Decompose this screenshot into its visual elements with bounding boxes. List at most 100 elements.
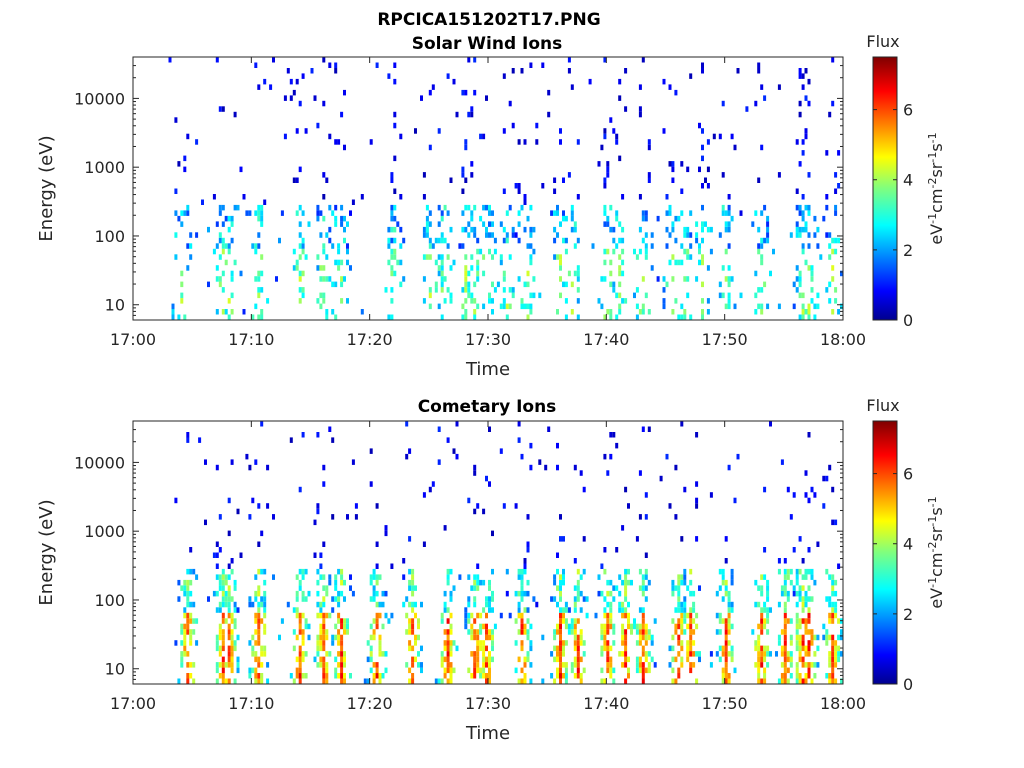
y-tick-label: 10 xyxy=(105,660,125,679)
flux-cell xyxy=(493,623,497,630)
flux-cell xyxy=(461,314,465,320)
flux-cell xyxy=(783,656,787,663)
flux-cell xyxy=(354,503,358,509)
flux-cell xyxy=(644,596,648,602)
flux-cell xyxy=(470,226,474,233)
flux-cell xyxy=(340,298,344,304)
flux-cell xyxy=(402,276,406,282)
flux-cell xyxy=(482,645,486,652)
flux-cell xyxy=(340,678,344,684)
flux-cell xyxy=(343,623,346,630)
flux-cell xyxy=(482,667,486,674)
flux-cell xyxy=(804,590,808,597)
flux-cell xyxy=(420,662,423,668)
flux-cell xyxy=(718,585,722,591)
flux-cell xyxy=(425,226,429,233)
flux-cell xyxy=(428,243,432,249)
flux-cell xyxy=(461,243,465,249)
flux-cell xyxy=(644,232,648,238)
flux-cell xyxy=(798,111,802,118)
flux-cell xyxy=(772,248,775,255)
flux-cell xyxy=(727,298,731,304)
flux-cell xyxy=(831,612,835,619)
flux-cell xyxy=(322,612,326,619)
flux-cell xyxy=(621,662,625,668)
flux-cell xyxy=(523,194,527,200)
flux-cell xyxy=(801,73,805,79)
flux-cell xyxy=(730,651,734,657)
flux-cell xyxy=(440,254,444,260)
flux-cell xyxy=(384,590,388,597)
colorbar-tick-label: 2 xyxy=(903,605,913,624)
flux-cell xyxy=(411,590,415,597)
flux-cell xyxy=(627,601,630,608)
colorbar-tick-label: 0 xyxy=(903,675,913,694)
flux-cell xyxy=(479,612,483,619)
flux-cell xyxy=(807,667,811,674)
flux-cell xyxy=(609,204,613,211)
flux-cell xyxy=(701,281,704,288)
flux-cell xyxy=(263,645,267,652)
flux-cell xyxy=(630,629,633,635)
flux-cell xyxy=(180,640,184,646)
flux-cell xyxy=(452,585,456,591)
flux-cell xyxy=(766,585,770,591)
flux-cell xyxy=(316,579,320,586)
flux-cell xyxy=(562,612,565,619)
flux-cell xyxy=(641,667,645,674)
flux-cell xyxy=(230,645,234,652)
flux-cell xyxy=(627,623,630,630)
flux-cell xyxy=(816,292,820,299)
flux-cell xyxy=(502,303,506,310)
flux-cell xyxy=(635,623,639,630)
flux-cell xyxy=(189,601,193,608)
flux-cell xyxy=(618,574,622,580)
flux-cell xyxy=(470,161,474,167)
flux-cell xyxy=(677,607,681,613)
flux-cell xyxy=(177,215,181,222)
flux-cell xyxy=(668,503,672,509)
flux-cell xyxy=(789,656,793,663)
flux-cell xyxy=(482,607,486,613)
flux-cell xyxy=(517,221,521,227)
flux-cell xyxy=(491,254,494,260)
flux-cell xyxy=(464,265,468,271)
flux-cell xyxy=(650,656,654,663)
flux-cell xyxy=(615,585,619,591)
flux-cell xyxy=(816,662,820,668)
flux-cell xyxy=(641,57,645,63)
flux-cell xyxy=(464,309,468,315)
colorbar-units-label: eV-1cm-2sr-1s-1 xyxy=(926,132,947,244)
flux-cell xyxy=(301,432,305,438)
flux-cell xyxy=(372,618,376,624)
flux-cell xyxy=(686,166,690,173)
flux-cell xyxy=(257,270,261,277)
flux-cell xyxy=(783,590,787,597)
flux-cell xyxy=(233,678,237,684)
flux-cell xyxy=(485,204,488,211)
flux-cell xyxy=(393,62,397,68)
flux-cell xyxy=(795,568,799,575)
flux-cell xyxy=(798,73,802,79)
flux-cell xyxy=(825,287,829,293)
flux-cell xyxy=(760,662,764,668)
flux-cell xyxy=(343,237,346,244)
flux-cell xyxy=(464,623,468,630)
flux-cell xyxy=(227,585,231,591)
flux-cell xyxy=(473,585,477,591)
flux-cell xyxy=(301,612,305,619)
flux-cell xyxy=(482,508,486,515)
flux-cell xyxy=(174,117,178,123)
flux-cell xyxy=(807,314,811,320)
flux-cell xyxy=(798,585,802,591)
flux-cell xyxy=(570,623,574,630)
flux-cell xyxy=(662,78,666,85)
flux-cell xyxy=(795,678,799,684)
flux-cell xyxy=(322,640,326,646)
flux-cell xyxy=(757,226,761,233)
flux-cell xyxy=(582,536,586,542)
flux-cell xyxy=(804,651,808,657)
flux-cell xyxy=(233,259,237,266)
flux-cell xyxy=(698,243,701,249)
flux-cell xyxy=(520,453,524,460)
